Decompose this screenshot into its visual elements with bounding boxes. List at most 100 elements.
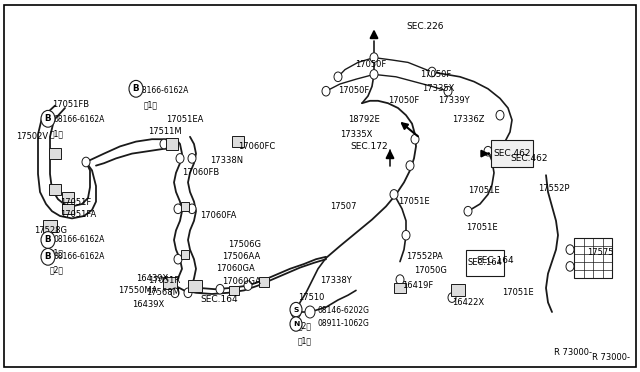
Text: 16439X: 16439X	[136, 273, 168, 283]
Text: 16439X: 16439X	[132, 300, 164, 309]
Bar	[188, 280, 202, 292]
Text: 17338N: 17338N	[210, 156, 243, 165]
Text: 18792E: 18792E	[348, 115, 380, 124]
Text: （1）: （1）	[50, 248, 64, 257]
Circle shape	[370, 70, 378, 79]
Bar	[43, 219, 57, 232]
Text: 17051F: 17051F	[60, 198, 92, 207]
Text: SEC.462: SEC.462	[510, 154, 547, 163]
FancyBboxPatch shape	[491, 140, 533, 167]
Bar	[62, 204, 74, 214]
Bar	[394, 283, 406, 294]
Text: B: B	[45, 235, 51, 244]
Circle shape	[176, 154, 184, 163]
Text: N: N	[293, 321, 299, 327]
Text: 08166-6162A: 08166-6162A	[54, 115, 106, 124]
Circle shape	[41, 248, 55, 265]
Text: 17506AA: 17506AA	[222, 252, 260, 261]
Text: B: B	[45, 252, 51, 261]
Text: 17051E: 17051E	[398, 197, 429, 206]
Text: 08146-6202G: 08146-6202G	[318, 306, 370, 315]
Bar	[166, 138, 178, 150]
Text: R 73000-: R 73000-	[554, 348, 592, 357]
Text: （1）: （1）	[298, 336, 312, 345]
Text: 17339Y: 17339Y	[438, 96, 470, 105]
Bar	[466, 250, 504, 276]
Text: （2）: （2）	[298, 322, 312, 331]
Circle shape	[174, 204, 182, 214]
Bar	[163, 277, 177, 289]
Bar	[232, 136, 244, 147]
Circle shape	[160, 139, 168, 149]
Text: B: B	[45, 114, 51, 123]
Circle shape	[188, 154, 196, 163]
Circle shape	[305, 306, 315, 318]
Text: 17050F: 17050F	[338, 86, 369, 95]
Text: （1）: （1）	[144, 101, 158, 110]
Circle shape	[411, 134, 419, 144]
Text: 17575: 17575	[587, 248, 614, 257]
Text: 17507: 17507	[330, 202, 356, 211]
Text: SEC.462: SEC.462	[493, 149, 531, 158]
Text: 17335X: 17335X	[340, 129, 372, 139]
Circle shape	[174, 254, 182, 264]
Text: 17510: 17510	[298, 293, 324, 302]
Text: S: S	[293, 307, 299, 312]
Text: 17050F: 17050F	[388, 96, 419, 105]
Bar	[574, 238, 612, 278]
Circle shape	[291, 306, 301, 318]
Circle shape	[82, 157, 90, 167]
Circle shape	[244, 281, 252, 291]
Bar	[49, 184, 61, 195]
Text: 17060GA: 17060GA	[222, 277, 260, 286]
Text: 17051E: 17051E	[468, 186, 500, 195]
Circle shape	[188, 204, 196, 214]
Text: 17051EA: 17051EA	[166, 115, 204, 124]
Circle shape	[566, 262, 574, 271]
Text: 17060FB: 17060FB	[182, 168, 220, 177]
Text: 17335X: 17335X	[422, 84, 454, 93]
Text: SEC.164: SEC.164	[200, 295, 237, 304]
Text: 17060FC: 17060FC	[238, 142, 275, 151]
Text: SEC.172: SEC.172	[350, 142, 388, 151]
Text: 17550MA: 17550MA	[118, 286, 157, 295]
Text: 17568M: 17568M	[146, 288, 180, 297]
Text: SEC.226: SEC.226	[406, 22, 444, 31]
Circle shape	[448, 293, 456, 302]
Text: （1）: （1）	[50, 129, 64, 139]
Circle shape	[396, 275, 404, 285]
Circle shape	[290, 317, 302, 331]
Text: 17552P: 17552P	[538, 184, 570, 193]
Text: 08166-6162A: 08166-6162A	[54, 252, 106, 261]
Circle shape	[428, 67, 436, 77]
Text: 17050F: 17050F	[420, 70, 451, 78]
Bar	[49, 148, 61, 159]
Text: 17552PA: 17552PA	[406, 252, 443, 261]
Circle shape	[370, 53, 378, 62]
Text: 17051FA: 17051FA	[60, 210, 96, 219]
Circle shape	[322, 86, 330, 96]
Circle shape	[290, 302, 302, 317]
Bar	[181, 202, 189, 211]
Circle shape	[566, 245, 574, 254]
Circle shape	[390, 190, 398, 199]
Circle shape	[334, 72, 342, 81]
Text: SEC.164: SEC.164	[476, 256, 514, 264]
Circle shape	[41, 110, 55, 127]
Bar	[229, 286, 239, 295]
Text: 17528G: 17528G	[34, 225, 67, 235]
Text: 08911-1062G: 08911-1062G	[318, 319, 370, 328]
Circle shape	[444, 86, 452, 96]
Text: 17050F: 17050F	[355, 60, 387, 69]
Circle shape	[464, 206, 472, 216]
Text: R 73000-: R 73000-	[592, 353, 630, 362]
Text: 17060GA: 17060GA	[216, 264, 255, 273]
Circle shape	[41, 232, 55, 248]
Circle shape	[184, 288, 192, 298]
Text: 17511M: 17511M	[148, 127, 182, 136]
Bar	[181, 250, 189, 259]
Text: 16422X: 16422X	[452, 298, 484, 307]
Text: 17051R: 17051R	[148, 276, 180, 285]
Text: 17050G: 17050G	[414, 266, 447, 275]
Bar	[62, 192, 74, 202]
